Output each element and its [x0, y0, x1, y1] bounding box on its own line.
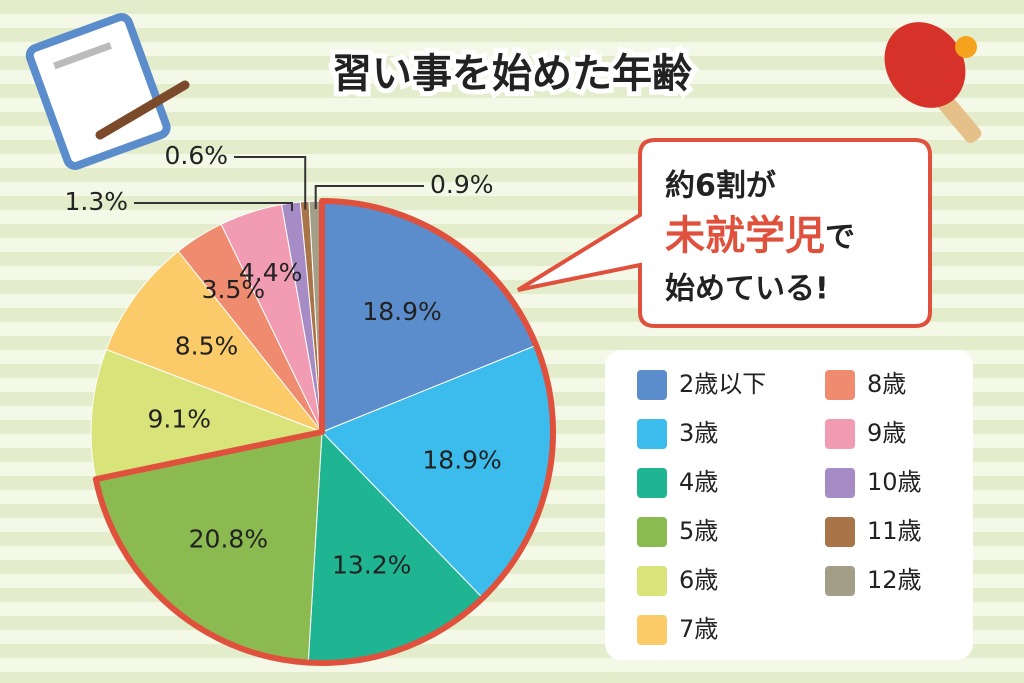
legend-swatch [637, 517, 667, 547]
legend-swatch [637, 566, 667, 596]
legend-label: 5歳 [679, 517, 718, 545]
legend-swatch [825, 517, 855, 547]
pie-slice [105, 250, 324, 434]
callout-text: 始めている! [665, 272, 829, 307]
data-label: 3.5% [202, 275, 266, 304]
legend-label: 9歳 [867, 419, 906, 447]
data-label: 18.9% [362, 297, 441, 326]
legend-swatch [637, 419, 667, 449]
legend-label: 7歳 [679, 615, 718, 643]
paddle-icon [884, 22, 982, 144]
callout-text: で [825, 220, 855, 255]
legend-label: 3歳 [679, 419, 718, 447]
data-label: 8.5% [175, 331, 239, 360]
data-label: 18.9% [422, 446, 501, 475]
legend-swatch [637, 615, 667, 645]
legend-swatch [825, 566, 855, 596]
data-label: 0.6% [164, 141, 228, 170]
legend-swatch [825, 419, 855, 449]
legend-label: 12歳 [867, 566, 922, 594]
legend-label: 8歳 [867, 370, 906, 398]
notepad-icon [25, 13, 171, 170]
callout-text: 約6割が [665, 169, 776, 204]
legend-box [605, 350, 973, 660]
legend-label: 4歳 [679, 468, 718, 496]
legend-label: 11歳 [867, 517, 922, 545]
chart-title: 習い事を始めた年齢 [332, 51, 692, 97]
pie-slice [90, 348, 324, 480]
legend-label: 6歳 [679, 566, 718, 594]
legend-swatch [637, 370, 667, 400]
data-label: 9.1% [147, 405, 211, 434]
legend-swatch [637, 468, 667, 498]
highlight-outline [92, 198, 556, 666]
data-label: 13.2% [332, 550, 411, 579]
data-label: 0.9% [430, 170, 494, 199]
callout-highlight: 未就学児 [665, 213, 825, 259]
leader-line [234, 156, 307, 210]
data-label: 20.8% [189, 524, 268, 553]
legend-swatch [825, 468, 855, 498]
callout: 約6割が 未就学児で 始めている! [516, 138, 932, 328]
legend-label: 2歳以下 [679, 370, 766, 398]
callout-text: 未就学児で [665, 213, 855, 259]
legend-swatch [825, 370, 855, 400]
leader-line [314, 185, 424, 210]
data-label: 1.3% [64, 187, 128, 216]
leader-line [134, 202, 293, 212]
data-label: 4.4% [239, 258, 303, 287]
pencil-icon [95, 80, 190, 140]
legend-label: 10歳 [867, 468, 922, 496]
